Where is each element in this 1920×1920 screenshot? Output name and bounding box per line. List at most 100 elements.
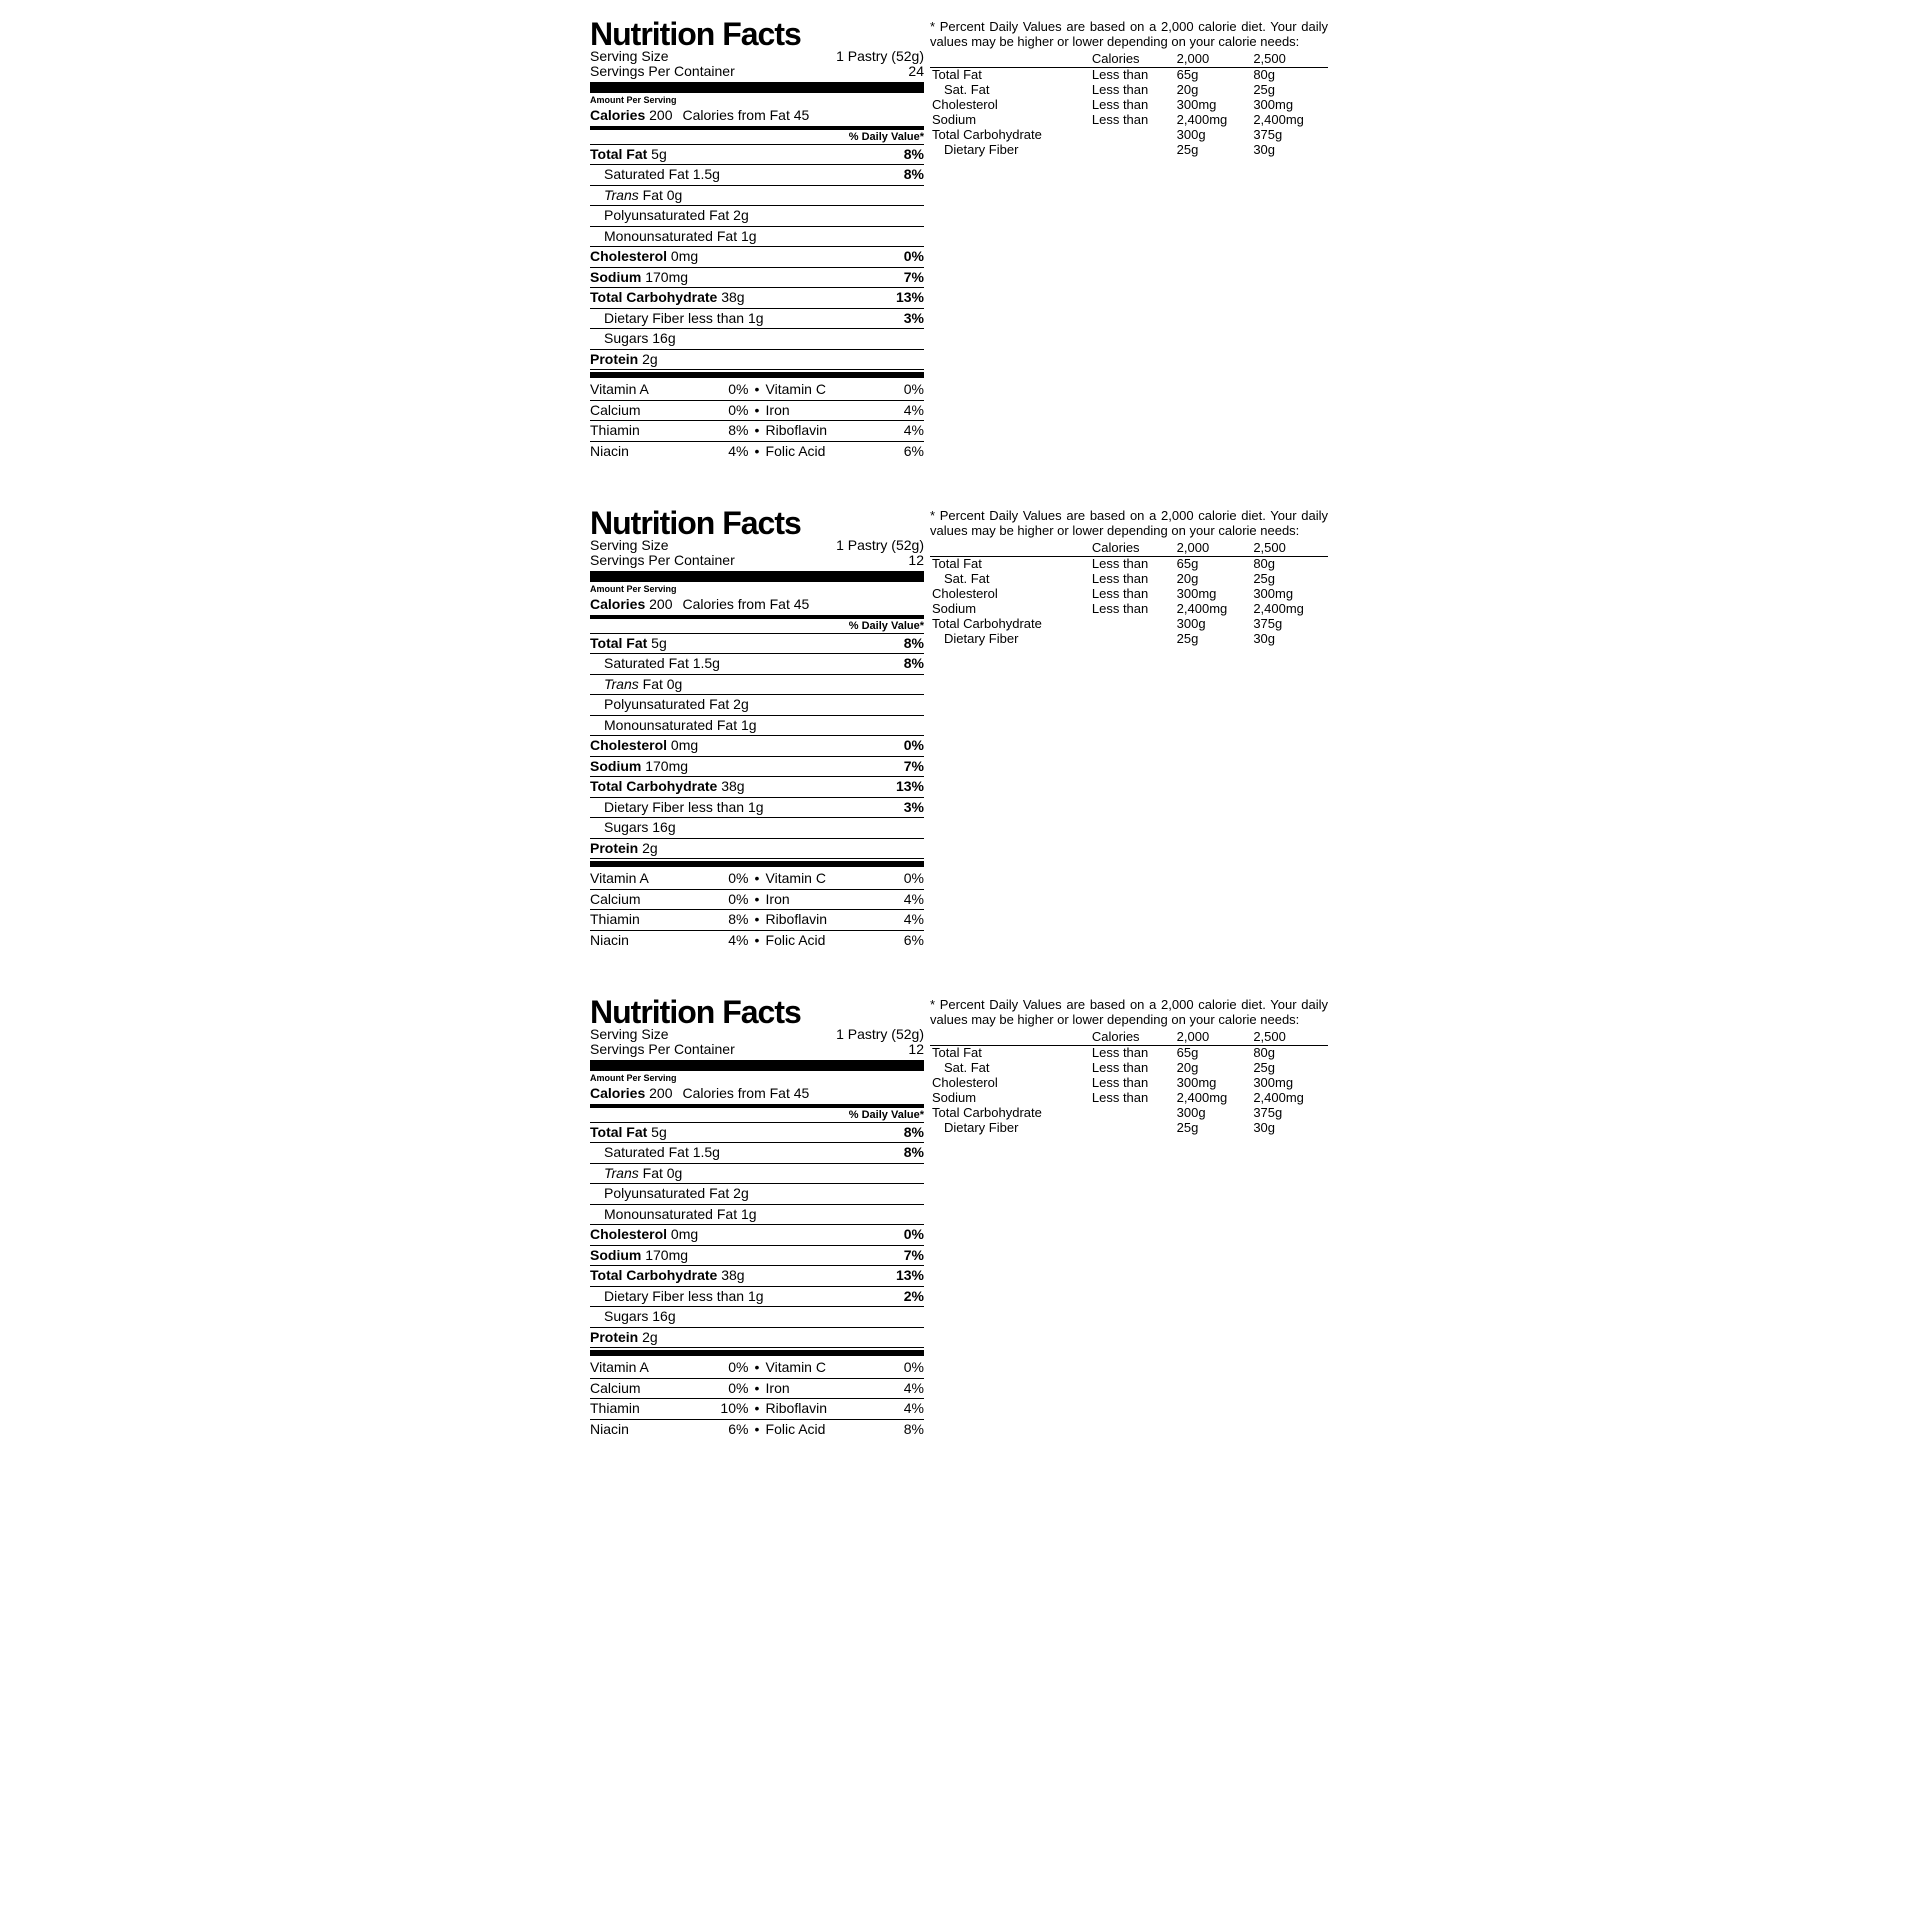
serving-size-value: 1 Pastry (52g) (836, 1027, 924, 1042)
nutrient-label: Dietary Fiber less than 1g (590, 799, 764, 817)
vitamin-cell: Thiamin8% (590, 422, 748, 440)
nutrient-pct: 13% (890, 289, 924, 307)
dv-lessthan: Less than (1090, 98, 1175, 113)
nutrient-pct: 13% (890, 778, 924, 796)
nutrient-row: Saturated Fat 1.5g8% (590, 165, 924, 186)
dv-nutrient-name: Sodium (930, 602, 1090, 617)
serving-size-label: Serving Size (590, 538, 669, 553)
vitamin-name: Folic Acid (766, 932, 826, 950)
vitamin-value: 4% (880, 1400, 924, 1418)
dv-header-cell: 2,500 (1251, 541, 1328, 556)
vitamin-value: 6% (880, 932, 924, 950)
dv-nutrient-name: Cholesterol (930, 1076, 1090, 1091)
nutrient-row: Dietary Fiber less than 1g2% (590, 1287, 924, 1308)
nutrient-label: Protein 2g (590, 1329, 658, 1347)
dv-nutrient-name: Sat. Fat (930, 572, 1090, 587)
dv-nutrient-name: Sat. Fat (930, 83, 1090, 98)
vitamins-table: Vitamin A0%•Vitamin C0%Calcium0%•Iron4%T… (590, 380, 924, 461)
nutrient-row: Total Carbohydrate 38g13% (590, 288, 924, 309)
vitamin-value: 6% (880, 443, 924, 461)
dv-nutrient-name: Sat. Fat (930, 1061, 1090, 1076)
vitamin-name: Riboflavin (766, 1400, 827, 1418)
vitamin-name: Calcium (590, 891, 641, 909)
nutrient-label: Trans Fat 0g (590, 1165, 682, 1183)
nutrient-row: Trans Fat 0g (590, 1164, 924, 1185)
dv-column-header: % Daily Value* (590, 130, 924, 145)
nutrient-label: Saturated Fat 1.5g (590, 1144, 720, 1162)
nutrient-label: Cholesterol 0mg (590, 737, 698, 755)
vitamin-name: Iron (766, 402, 790, 420)
nfl-title: Nutrition Facts (590, 998, 924, 1027)
vitamin-name: Vitamin A (590, 870, 649, 888)
dv-2500: 25g (1251, 572, 1328, 587)
serving-size-value: 1 Pastry (52g) (836, 49, 924, 64)
nfl-title: Nutrition Facts (590, 20, 924, 49)
daily-values-footnote: * Percent Daily Values are based on a 2,… (930, 509, 1328, 950)
dv-2000: 300g (1175, 1106, 1252, 1121)
dv-2500: 2,400mg (1251, 602, 1328, 617)
calories-row: Calories 200Calories from Fat 45 (590, 106, 924, 130)
dv-column-header: % Daily Value* (590, 1108, 924, 1123)
vitamin-row: Thiamin10%•Riboflavin4% (590, 1399, 924, 1420)
nutrient-row: Trans Fat 0g (590, 675, 924, 696)
vitamin-cell: Niacin4% (590, 443, 748, 461)
dv-2500: 30g (1251, 143, 1328, 158)
nutrient-label: Sugars 16g (590, 1308, 676, 1326)
dv-nutrient-name: Dietary Fiber (930, 632, 1090, 647)
vitamin-cell: Riboflavin4% (766, 422, 924, 440)
dv-nutrient-name: Cholesterol (930, 98, 1090, 113)
vitamin-cell: Niacin6% (590, 1421, 748, 1439)
dv-nutrient-name: Total Fat (930, 1045, 1090, 1060)
bullet-separator: • (748, 1380, 765, 1398)
nutrient-row: Sugars 16g (590, 329, 924, 350)
nutrient-label: Trans Fat 0g (590, 676, 682, 694)
dv-note-text: * Percent Daily Values are based on a 2,… (930, 509, 1328, 539)
nutrient-row: Monounsaturated Fat 1g (590, 227, 924, 248)
nutrition-panel-row: Nutrition FactsServing Size1 Pastry (52g… (590, 509, 1330, 950)
vitamin-value: 0% (880, 1359, 924, 1377)
vitamin-cell: Vitamin A0% (590, 381, 748, 399)
vitamin-cell: Folic Acid6% (766, 443, 924, 461)
calories-cell: Calories 200 (590, 1085, 673, 1101)
vitamin-value: 4% (880, 402, 924, 420)
nutrient-row: Polyunsaturated Fat 2g (590, 695, 924, 716)
vitamin-value: 0% (704, 1380, 748, 1398)
vitamin-name: Calcium (590, 1380, 641, 1398)
dv-nutrient-name: Total Fat (930, 67, 1090, 82)
nutrition-panel-row: Nutrition FactsServing Size1 Pastry (52g… (590, 998, 1330, 1439)
nutrient-pct (890, 330, 924, 348)
nutrient-label: Monounsaturated Fat 1g (590, 228, 757, 246)
dv-header-cell: Calories (1090, 52, 1175, 67)
vitamin-value: 4% (880, 911, 924, 929)
dv-lessthan: Less than (1090, 113, 1175, 128)
vitamin-cell: Iron 4% (766, 402, 924, 420)
dv-lessthan: Less than (1090, 1061, 1175, 1076)
dv-lessthan: Less than (1090, 556, 1175, 571)
nutrient-row: Dietary Fiber less than 1g3% (590, 309, 924, 330)
vitamin-row: Niacin4%•Folic Acid6% (590, 442, 924, 462)
divider-bar (590, 571, 924, 582)
divider-bar (590, 82, 924, 93)
servings-per-container-value: 24 (908, 64, 924, 79)
bullet-separator: • (748, 381, 765, 399)
dv-header-cell (930, 52, 1090, 67)
dv-note-text: * Percent Daily Values are based on a 2,… (930, 20, 1328, 50)
vitamin-value: 4% (704, 443, 748, 461)
dv-lessthan (1090, 143, 1175, 158)
dv-lessthan: Less than (1090, 1045, 1175, 1060)
bullet-separator: • (748, 422, 765, 440)
vitamin-cell: Riboflavin4% (766, 911, 924, 929)
nutrient-label: Total Carbohydrate 38g (590, 1267, 745, 1285)
vitamin-value: 0% (704, 891, 748, 909)
vitamin-value: 10% (704, 1400, 748, 1418)
dv-2000: 20g (1175, 1061, 1252, 1076)
nutrient-row: Sugars 16g (590, 1307, 924, 1328)
vitamin-cell: Iron4% (766, 891, 924, 909)
vitamin-value: 8% (880, 1421, 924, 1439)
servings-per-container-row: Servings Per Container12 (590, 1042, 924, 1057)
dv-header-cell: Calories (1090, 541, 1175, 556)
dv-lessthan (1090, 632, 1175, 647)
nutrient-pct: 8% (890, 166, 924, 184)
vitamin-cell: Calcium 0% (590, 891, 748, 909)
amount-per-serving-label: Amount Per Serving (590, 95, 924, 105)
